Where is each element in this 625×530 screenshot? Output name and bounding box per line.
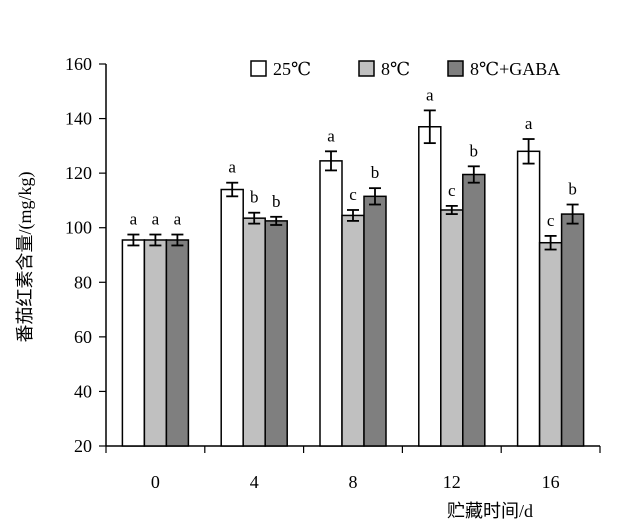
bar [242,217,266,447]
x-tick-label: 12 [443,472,461,492]
y-tick-label: 80 [74,272,92,292]
legend: 25℃ 8℃ 8℃+GABA [250,59,560,79]
significance-label: a [426,85,434,104]
significance-label: a [152,210,160,229]
significance-label: b [568,180,577,199]
significance-label: b [250,188,259,207]
bar [143,239,168,447]
bar [462,173,486,447]
bar [220,188,244,447]
legend-swatch [447,60,464,77]
bar [418,126,442,447]
significance-label: a [228,158,236,177]
y-tick-label: 160 [65,54,92,74]
legend-label: 8℃+GABA [470,59,560,79]
bar [363,195,387,447]
significance-label: a [327,126,335,145]
significance-label: b [272,192,281,211]
bar [440,209,464,447]
bar [341,214,365,447]
y-tick-label: 40 [74,381,92,401]
y-tick-label: 120 [65,163,92,183]
bar [165,239,190,447]
bar [538,241,563,447]
legend-label: 8℃ [381,59,410,79]
legend-swatch [250,60,267,77]
bar [319,160,343,447]
bar [264,220,288,447]
legend-label: 25℃ [273,59,311,79]
significance-label: a [130,210,138,229]
x-tick-label: 16 [542,472,560,492]
significance-label: b [470,141,479,160]
y-tick-label: 20 [74,436,92,456]
significance-label: b [371,163,380,182]
x-tick-label: 4 [250,472,259,492]
y-tick-label: 140 [65,109,92,129]
x-tick-label: 8 [349,472,358,492]
y-tick-label: 60 [74,327,92,347]
bar [516,150,541,447]
x-axis-title: 贮藏时间/d [447,501,533,521]
bar [560,213,585,447]
significance-label: c [547,211,555,230]
significance-label: c [349,185,357,204]
significance-label: a [525,114,533,133]
significance-label: a [174,210,182,229]
bar [121,239,146,447]
x-tick-label: 0 [151,472,160,492]
significance-label: c [448,181,456,200]
legend-swatch [358,60,375,77]
y-axis-title: 番茄红素含量/(mg/kg) [15,172,36,343]
axes: 20 40 60 80 100 120 140 160 0 4 8 12 16 [65,54,601,492]
y-tick-label: 100 [65,218,92,238]
